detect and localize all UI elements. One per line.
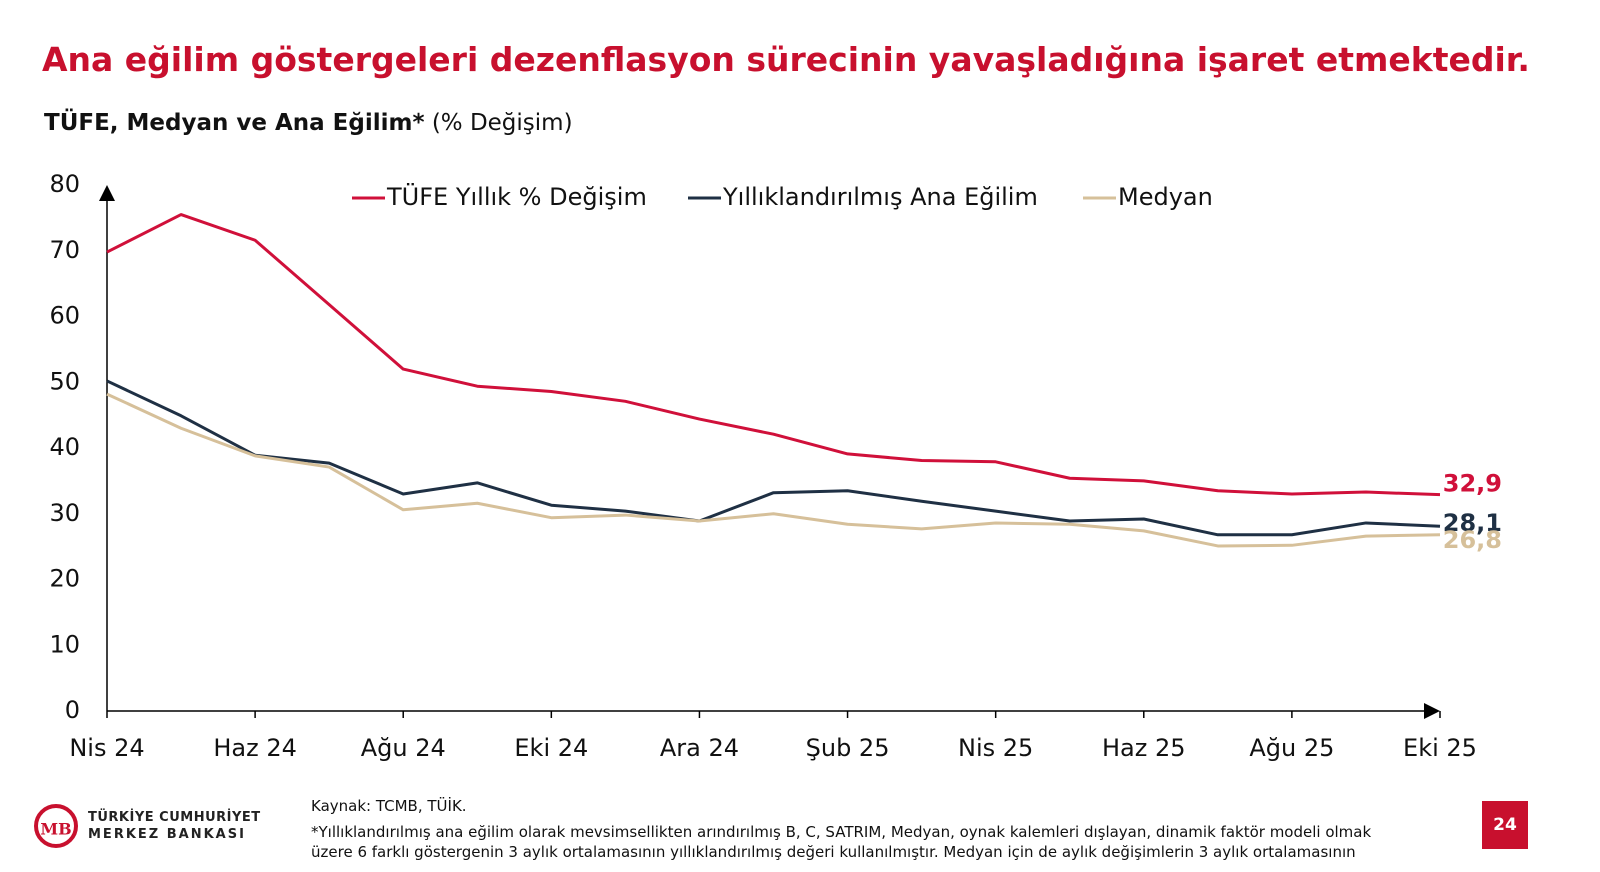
x-tick-label: Şub 25 xyxy=(806,734,890,762)
subtitle-unit: (% Değişim) xyxy=(431,110,573,136)
y-tick-label: 30 xyxy=(49,499,80,527)
x-tick-label: Eki 25 xyxy=(1403,734,1477,762)
y-tick-label: 10 xyxy=(49,630,80,658)
y-tick-label: 50 xyxy=(49,367,80,395)
logo-text: TÜRKİYE CUMHURİYET xyxy=(88,810,261,825)
y-tick-label: 20 xyxy=(49,565,80,593)
chart: 0 10 20 30 40 50 60 70 80 Nis 24 Haz 24 Ağu 24 Eki 2… xyxy=(49,170,1502,762)
subtitle-main: TÜFE, Medyan ve Ana Eğilim* xyxy=(44,110,425,136)
series-line xyxy=(106,392,1441,548)
legend-label: Yıllıklandırılmış Ana Eğilim xyxy=(722,183,1038,211)
y-tick-label: 0 xyxy=(65,696,80,724)
slide-title: Ana eğilim göstergeleri dezenflasyon sür… xyxy=(42,40,1530,79)
series-line xyxy=(106,379,1441,537)
x-axis-arrow xyxy=(1424,703,1440,719)
x-tick-label: Ağu 24 xyxy=(361,734,446,762)
y-axis-arrow xyxy=(99,185,115,201)
footnote: *Yıllıklandırılmış ana eğilim olarak mev… xyxy=(311,823,1372,861)
x-tick-label: Ara 24 xyxy=(660,734,739,762)
legend-label: Medyan xyxy=(1118,183,1213,211)
y-tick-label: 70 xyxy=(49,236,80,264)
x-tick-label: Nis 24 xyxy=(69,734,144,762)
y-tick-label: 60 xyxy=(49,302,80,330)
chart-subtitle: TÜFE, Medyan ve Ana Eğilim* (% Değişim) xyxy=(44,110,573,136)
series-line xyxy=(106,213,1441,497)
legend-label: TÜFE Yıllık % Değişim xyxy=(386,182,647,211)
end-value-label: 26,8 xyxy=(1443,526,1502,554)
page-number: 24 xyxy=(1482,801,1528,849)
end-value-label: 32,9 xyxy=(1443,470,1502,498)
x-tick-label: Haz 25 xyxy=(1102,734,1186,762)
logo-text: MERKEZ BANKASI xyxy=(88,827,246,842)
x-tick-label: Eki 24 xyxy=(514,734,588,762)
x-tick-label: Nis 25 xyxy=(958,734,1033,762)
logo-mark: MB xyxy=(34,804,78,848)
y-tick-label: 40 xyxy=(49,433,80,461)
svg-text:MB: MB xyxy=(40,820,71,839)
x-tick-label: Haz 24 xyxy=(213,734,297,762)
source-note: Kaynak: TCMB, TÜİK. xyxy=(311,797,467,815)
end-value-label: 28,1 xyxy=(1443,509,1502,537)
y-tick-label: 80 xyxy=(49,170,80,198)
x-tick-label: Ağu 25 xyxy=(1249,734,1334,762)
